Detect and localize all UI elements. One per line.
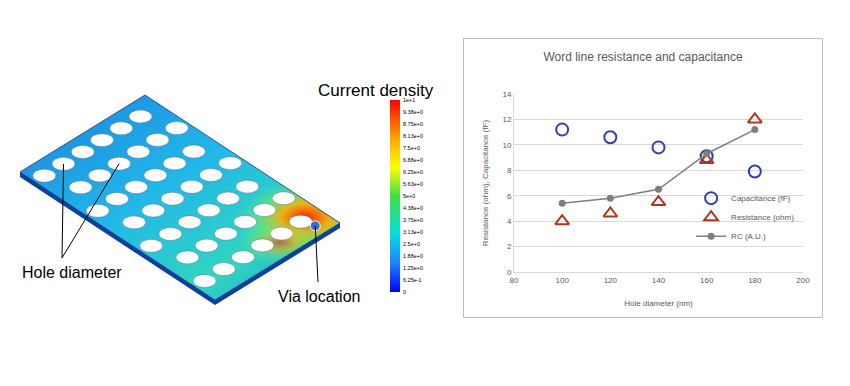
svg-text:12: 12 (502, 115, 511, 124)
svg-text:1e+1: 1e+1 (403, 97, 415, 103)
svg-text:8.75e+0: 8.75e+0 (403, 121, 423, 127)
svg-text:Capacitance (fF): Capacitance (fF) (731, 194, 790, 203)
svg-text:0: 0 (403, 289, 406, 295)
svg-text:3.75e+0: 3.75e+0 (403, 217, 423, 223)
svg-text:1.25e+0: 1.25e+0 (403, 265, 423, 271)
svg-text:Resistance (ohm): Resistance (ohm) (731, 213, 794, 222)
svg-text:3.13e+0: 3.13e+0 (403, 229, 423, 235)
svg-text:100: 100 (555, 276, 569, 285)
svg-text:200: 200 (796, 276, 810, 285)
svg-text:6.25e+0: 6.25e+0 (403, 169, 423, 175)
svg-text:6: 6 (507, 192, 512, 201)
svg-text:160: 160 (700, 276, 714, 285)
svg-text:140: 140 (652, 276, 666, 285)
svg-text:7.5e+0: 7.5e+0 (403, 145, 420, 151)
svg-text:Current density: Current density (318, 81, 434, 100)
svg-text:4: 4 (507, 217, 512, 226)
svg-text:6.25e-1: 6.25e-1 (403, 277, 422, 283)
svg-text:8.13e+0: 8.13e+0 (403, 133, 423, 139)
svg-text:120: 120 (604, 276, 618, 285)
svg-text:6.88e+0: 6.88e+0 (403, 157, 423, 163)
svg-text:Hole diameter (nm): Hole diameter (nm) (624, 299, 693, 308)
svg-text:2: 2 (507, 242, 512, 251)
svg-text:Word line resistance and capac: Word line resistance and capacitance (543, 50, 743, 64)
svg-text:4.38e+0: 4.38e+0 (403, 205, 423, 211)
svg-text:0: 0 (507, 268, 512, 277)
svg-text:8: 8 (507, 166, 512, 175)
svg-text:1.88e+0: 1.88e+0 (403, 253, 423, 259)
svg-text:Resistance (ohm), Capacitance: Resistance (ohm), Capacitance (fF) (481, 120, 490, 247)
svg-text:Via location: Via location (278, 288, 360, 305)
svg-text:5e+0: 5e+0 (403, 193, 415, 199)
svg-text:180: 180 (748, 276, 762, 285)
svg-text:5.63e+0: 5.63e+0 (403, 181, 423, 187)
svg-text:RC (A.U.): RC (A.U.) (731, 232, 766, 241)
svg-text:10: 10 (502, 141, 511, 150)
svg-text:14: 14 (502, 90, 511, 99)
svg-text:Hole diameter: Hole diameter (22, 264, 122, 281)
svg-text:80: 80 (510, 276, 519, 285)
svg-text:9.38e+0: 9.38e+0 (403, 109, 423, 115)
svg-text:2.5e+0: 2.5e+0 (403, 241, 420, 247)
